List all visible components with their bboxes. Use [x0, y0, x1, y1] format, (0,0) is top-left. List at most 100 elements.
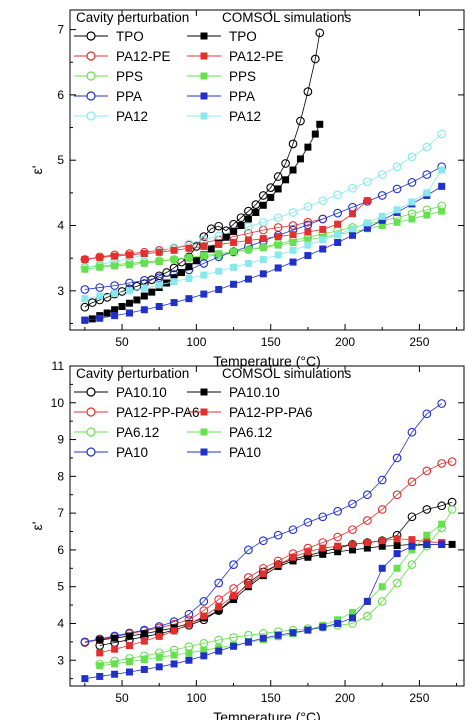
data-point: [363, 539, 371, 547]
data-point: [244, 237, 252, 245]
data-point: [377, 505, 387, 514]
data-point: [96, 292, 104, 300]
data-point: [259, 201, 267, 209]
data-point: [281, 159, 290, 168]
legend-label: PA12-PE: [116, 49, 171, 64]
data-point: [274, 631, 282, 639]
y-tick-label: 3: [57, 653, 64, 667]
series-pa6-12-cavity: [95, 505, 457, 669]
data-point: [229, 227, 238, 236]
legend-label: PA12: [229, 109, 261, 124]
data-point: [214, 221, 224, 231]
data-point: [296, 116, 305, 126]
legend-label: PPA: [116, 89, 142, 104]
data-point: [363, 544, 371, 552]
data-point: [438, 182, 446, 190]
data-point: [303, 517, 313, 527]
data-point: [258, 191, 268, 200]
series-pa6-12-comsol: [96, 520, 446, 670]
legend-label: TPO: [116, 29, 144, 44]
data-point: [244, 545, 253, 555]
data-point: [230, 642, 238, 650]
data-point: [437, 501, 447, 511]
data-point: [185, 244, 193, 252]
data-point: [422, 505, 432, 514]
data-point: [222, 233, 230, 241]
data-point: [318, 214, 328, 224]
data-point: [334, 619, 342, 627]
data-point: [407, 512, 417, 522]
data-point: [363, 224, 371, 232]
data-point: [437, 399, 447, 408]
data-point: [244, 638, 252, 646]
data-point: [334, 220, 342, 228]
data-point: [140, 284, 148, 292]
x-tick-label: 50: [115, 691, 129, 705]
data-point: [140, 637, 148, 645]
data-point: [140, 630, 148, 638]
plot-frame: [69, 9, 465, 331]
data-point: [274, 233, 282, 241]
data-point: [288, 525, 298, 535]
data-point: [103, 309, 111, 317]
data-point: [447, 505, 457, 514]
data-point: [155, 632, 163, 640]
data-point: [392, 162, 402, 172]
data-point: [169, 255, 179, 264]
legend-marker: [86, 447, 96, 457]
x-tick-label: 50: [115, 335, 129, 349]
data-point: [363, 177, 372, 187]
y-axis-label: ε': [29, 166, 45, 175]
data-point: [438, 166, 446, 174]
data-point: [348, 183, 357, 193]
data-point: [288, 139, 298, 149]
data-point: [215, 286, 223, 294]
data-point: [348, 546, 356, 554]
data-point: [348, 231, 356, 239]
data-point: [244, 573, 253, 582]
legend-header-cavity: Cavity perturbation: [76, 10, 189, 25]
legend-label: PA12-PP-PA6: [229, 405, 313, 420]
data-point: [448, 540, 456, 548]
legend: Cavity perturbation COMSOL simulations PA1…: [74, 366, 352, 460]
legend-marker: [86, 91, 96, 101]
data-point: [185, 263, 193, 271]
data-point: [125, 309, 133, 317]
data-point: [244, 206, 253, 216]
data-point: [155, 248, 163, 256]
data-point: [408, 546, 416, 554]
x-tick-label: 250: [409, 691, 429, 705]
data-point: [214, 595, 224, 604]
x-tick-label: 200: [335, 335, 355, 349]
data-point: [251, 200, 261, 209]
data-point: [273, 172, 283, 181]
data-point: [96, 263, 104, 271]
data-point: [258, 217, 268, 227]
data-point: [170, 299, 178, 307]
data-point: [289, 553, 297, 561]
data-point: [333, 532, 342, 542]
data-point: [215, 647, 223, 655]
data-point: [348, 614, 356, 622]
data-point: [377, 191, 387, 200]
legend-marker: [86, 387, 96, 397]
y-tick-label: 7: [57, 506, 64, 520]
legend-marker: [86, 51, 96, 61]
legend-label: TPO: [229, 29, 257, 44]
data-point: [230, 263, 238, 271]
data-point: [96, 254, 104, 262]
data-point: [304, 236, 312, 244]
data-point: [170, 660, 178, 668]
legend-marker: [86, 427, 96, 437]
data-point: [244, 215, 252, 223]
series-pa12-comsol: [81, 166, 446, 303]
data-point: [274, 561, 282, 569]
legend-marker: [200, 388, 208, 396]
data-point: [230, 238, 238, 246]
legend-label: PA12-PP-PA6: [116, 405, 200, 420]
data-point: [407, 560, 417, 569]
data-point: [259, 570, 267, 578]
data-point: [132, 281, 142, 291]
data-point: [348, 225, 356, 233]
data-point: [274, 264, 282, 272]
